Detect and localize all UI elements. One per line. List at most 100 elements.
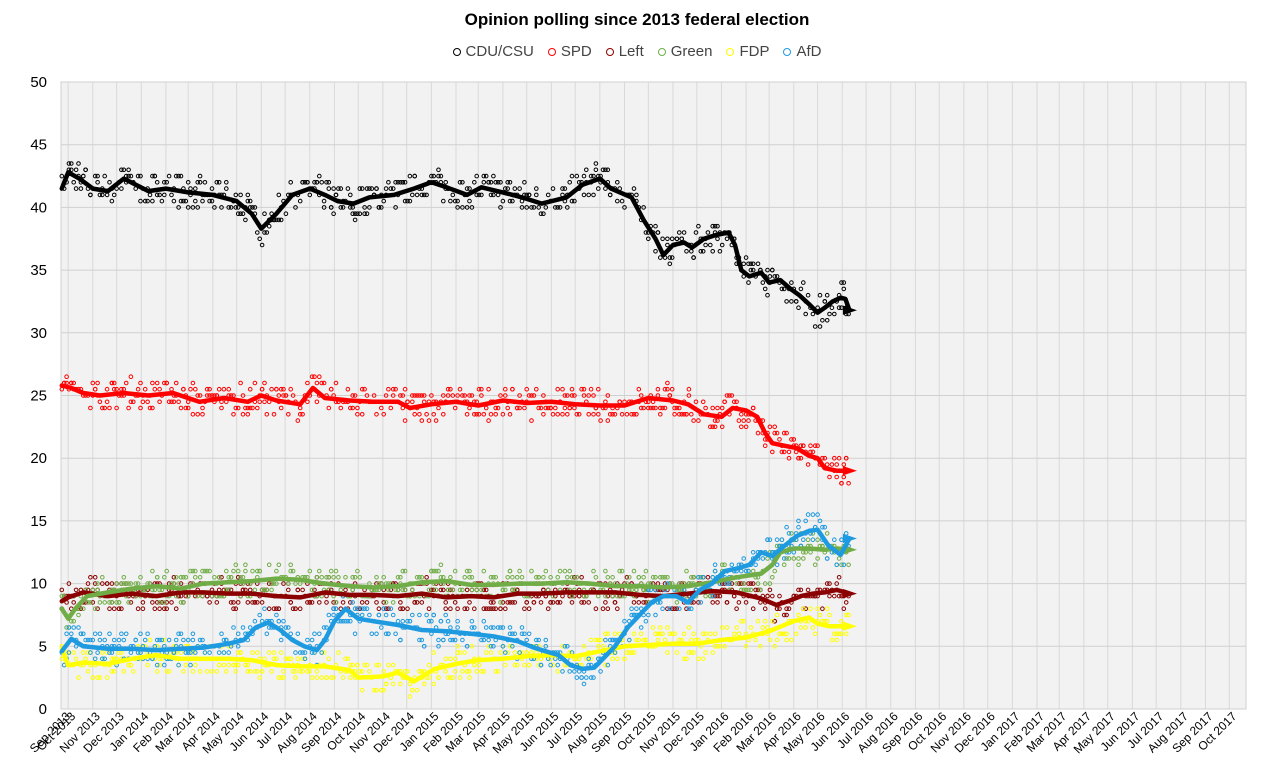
poll-point [486,418,491,423]
poll-point [336,650,341,655]
poll-point [796,524,801,530]
poll-point [235,568,241,574]
poll-point [111,386,117,392]
poll-point [593,161,599,166]
poll-point [314,575,320,580]
poll-point [686,606,692,612]
poll-point [441,393,446,398]
poll-point [784,606,789,612]
poll-point [689,650,694,655]
poll-point [696,223,701,229]
poll-point [362,606,367,612]
poll-point [421,393,427,398]
poll-point [274,386,279,392]
poll-point [665,236,670,242]
poll-point [417,393,422,398]
poll-point [488,412,494,417]
poll-point [181,575,186,580]
poll-point [59,173,65,179]
poll-point [173,637,179,643]
poll-point [548,575,553,580]
poll-point [488,625,494,630]
poll-point [243,662,248,668]
poll-point [405,618,410,624]
legend-item: Left [605,43,644,60]
poll-point [460,393,465,398]
poll-point [805,587,811,593]
poll-point [400,568,406,574]
poll-point [107,405,112,411]
poll-point [669,631,675,637]
poll-point [276,618,282,624]
poll-point [708,424,713,430]
poll-point [452,669,458,674]
poll-point [417,637,422,643]
poll-point [753,562,758,568]
poll-point [779,449,785,455]
poll-point [445,675,451,680]
poll-point [312,180,317,185]
poll-point [328,675,334,680]
poll-point [90,600,96,605]
poll-point [832,311,837,317]
poll-point [119,581,124,586]
poll-point [464,205,470,210]
poll-point [364,662,370,668]
poll-point [510,600,515,605]
poll-point [796,612,801,618]
poll-point [150,568,155,574]
poll-point [357,186,363,191]
poll-point [634,606,639,612]
poll-point [739,618,744,624]
poll-point [467,186,472,191]
poll-point [164,180,169,185]
poll-point [376,606,382,612]
poll-point [276,192,282,198]
poll-point [78,186,84,191]
poll-point [114,581,119,586]
poll-point [801,537,806,543]
poll-point [677,412,682,417]
poll-point [605,606,611,612]
poll-point [154,192,160,198]
poll-point [483,650,489,655]
poll-point [238,575,243,580]
poll-point [235,662,241,668]
poll-point [209,669,215,674]
poll-point [519,650,525,655]
poll-point [696,575,701,580]
poll-point [429,393,434,398]
poll-point [588,675,594,680]
poll-point [801,280,806,285]
poll-point [350,600,356,605]
poll-point [541,575,546,580]
y-tick-label: 15 [30,513,47,530]
poll-point [402,418,408,423]
poll-point [612,650,618,655]
poll-point [190,631,196,637]
poll-point [371,393,377,398]
poll-point [288,631,294,637]
poll-point [765,292,770,298]
poll-point [567,568,573,574]
poll-point [421,644,427,649]
poll-point [190,637,196,643]
poll-point [109,380,115,386]
poll-point [715,236,720,242]
poll-point [355,568,360,574]
poll-point [591,675,596,680]
poll-point [779,286,785,292]
poll-point [379,205,384,210]
poll-point [832,593,837,599]
poll-point [195,393,200,398]
poll-point [843,612,849,618]
series-end-marker [842,621,857,631]
y-tick-label: 45 [30,137,47,154]
poll-point [834,462,840,467]
poll-point [824,618,830,624]
poll-point [491,173,496,179]
poll-point [691,600,696,605]
poll-point [331,600,336,605]
poll-point [352,217,358,223]
poll-point [173,606,179,612]
